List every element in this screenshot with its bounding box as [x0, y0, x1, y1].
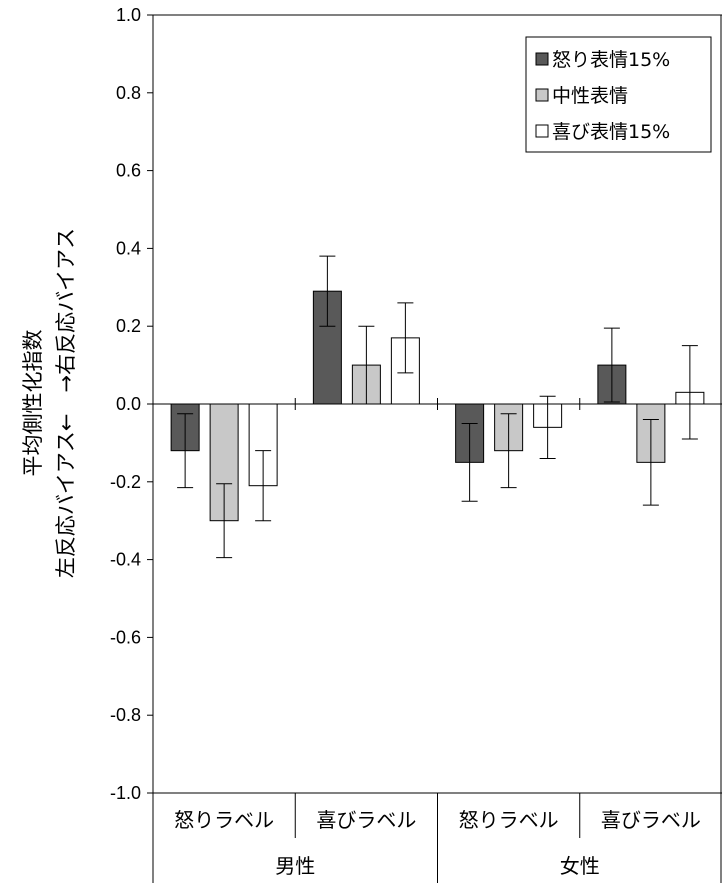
y-tick-label: 0.2: [116, 316, 141, 336]
y-axis: 1.0 0.8 0.6 0.4 0.2 0.0 -0.2 -0.4 -0.6 -0.8 -1.0: [110, 5, 722, 883]
y-tick-label: 1.0: [116, 5, 141, 25]
legend-label: 喜び表情15%: [552, 121, 670, 143]
y-tick-label: -0.4: [110, 550, 141, 570]
y-tick-label: -0.6: [110, 627, 141, 647]
legend-label: 怒り表情15%: [552, 49, 670, 71]
y-axis-label: 平均側性化指数 左反応バイアス← →右反応バイアス: [21, 228, 78, 578]
y-tick-label: 0.0: [116, 394, 141, 414]
category-label: 喜びラベル: [316, 808, 416, 832]
legend-swatch: [535, 88, 549, 102]
legend-swatch: [535, 52, 549, 66]
y-axis-title-line: 平均側性化指数: [21, 330, 45, 477]
group-label: 女性: [560, 854, 600, 878]
category-label: 喜びラベル: [601, 808, 701, 832]
y-tick-label: -0.2: [110, 472, 141, 492]
group-label: 男性: [275, 854, 315, 878]
y-tick-label: -0.8: [110, 705, 141, 725]
y-tick-label: 0.4: [116, 238, 141, 258]
bars-layer: [170, 255, 705, 559]
y-tick-label: 0.6: [116, 161, 141, 181]
legend-box: [525, 36, 712, 153]
legend-label: 中性表情: [552, 85, 628, 107]
y-tick-label: 0.8: [116, 83, 141, 103]
category-label: 怒りラベル: [174, 808, 274, 832]
legend-swatch: [535, 124, 549, 138]
y-axis-title-line: 左反応バイアス← →右反応バイアス: [54, 228, 78, 578]
category-label: 怒りラベル: [459, 808, 559, 832]
y-tick-label: -1.0: [110, 783, 141, 803]
